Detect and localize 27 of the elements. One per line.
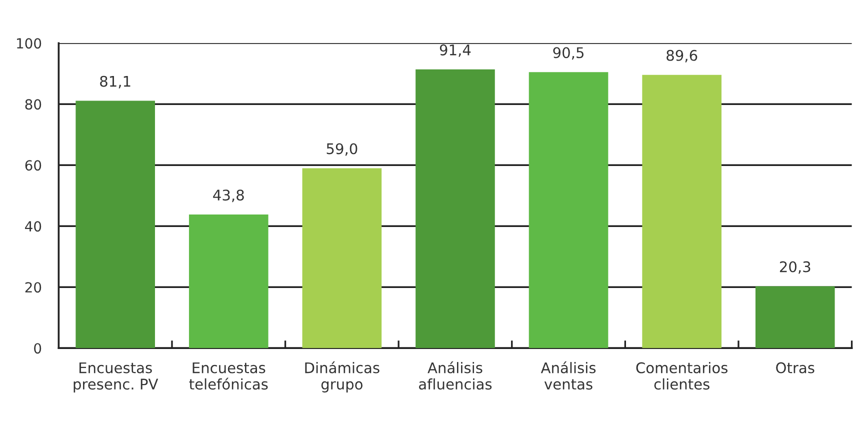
bar <box>302 168 382 348</box>
y-tick-label: 60 <box>25 160 42 171</box>
y-tick-label: 40 <box>25 221 42 232</box>
x-tick-label: Encuestas telefónicas <box>189 362 268 390</box>
x-tick-label: Dinámicas grupo <box>305 361 380 392</box>
x-tick-label: Encuestas presenc. PV <box>74 362 158 392</box>
bar <box>416 69 495 348</box>
data-label: 91,4 <box>440 44 471 57</box>
bar <box>755 286 835 348</box>
data-label: 43,8 <box>213 190 244 202</box>
bar <box>188 214 268 348</box>
data-label: 81,1 <box>100 76 130 88</box>
x-tick-label: Análisis afluencias <box>419 361 492 390</box>
bar <box>642 74 722 348</box>
bar <box>528 72 608 348</box>
data-label: 89,6 <box>666 50 698 62</box>
bar <box>76 100 155 348</box>
x-tick-label: Otras <box>776 362 814 374</box>
y-tick-label: 80 <box>25 99 42 110</box>
x-tick-label: Comentarios clientes <box>636 362 728 390</box>
x-tick-label: Análisis ventas <box>540 361 596 390</box>
y-tick-label: 20 <box>25 282 42 293</box>
data-label: 59,0 <box>326 143 358 156</box>
y-tick-label: 100 <box>17 38 42 49</box>
data-label: 20,3 <box>780 261 810 274</box>
data-label: 90,5 <box>553 47 584 60</box>
y-tick-label: 0 <box>34 343 42 354</box>
